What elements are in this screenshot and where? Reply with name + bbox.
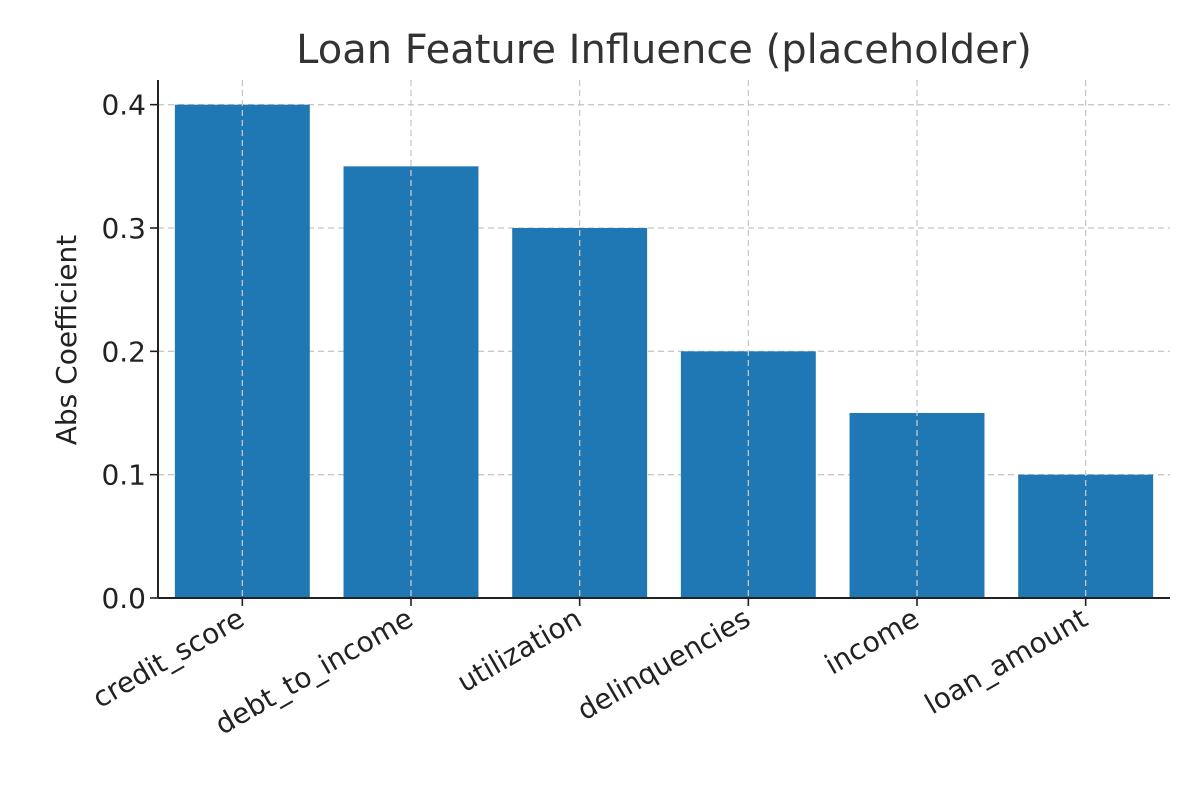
y-tick-label: 0.1 bbox=[101, 459, 146, 492]
x-tick-label-utilization: utilization bbox=[452, 601, 588, 698]
x-tick-label-delinquencies: delinquencies bbox=[572, 601, 756, 726]
y-tick-label: 0.0 bbox=[101, 582, 146, 615]
x-tick-label-loan-amount: loan_amount bbox=[919, 601, 1093, 721]
y-tick-label: 0.3 bbox=[101, 212, 146, 245]
axes-layer bbox=[157, 80, 1170, 599]
y-tick-label: 0.2 bbox=[101, 335, 146, 368]
y-axis-label: Abs Coefficient bbox=[50, 235, 83, 446]
y-tick-label: 0.4 bbox=[101, 89, 146, 122]
grid-layer bbox=[158, 104, 1170, 476]
vertical-grid-layer bbox=[241, 80, 1087, 598]
x-tick-label-income: income bbox=[819, 601, 924, 681]
x-tick-label-credit-score: credit_score bbox=[87, 601, 250, 714]
chart-title: Loan Feature Influence (placeholder) bbox=[296, 27, 1032, 73]
